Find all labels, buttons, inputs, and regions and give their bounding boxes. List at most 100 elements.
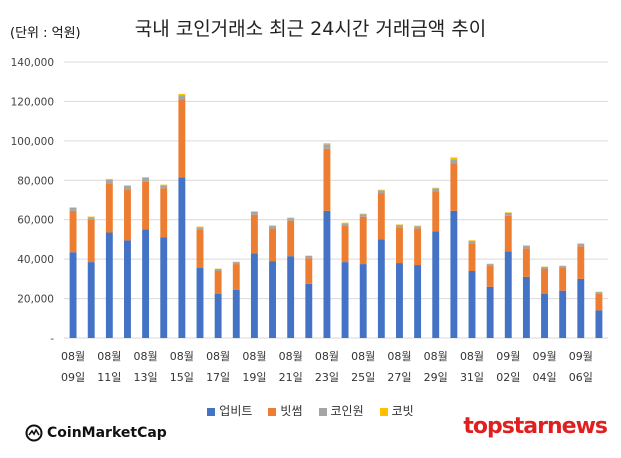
x-tick-month: 08월: [387, 350, 411, 363]
bar-segment: [486, 264, 494, 267]
y-tick-label: 120,000: [11, 96, 54, 108]
bar-segment: [377, 193, 385, 240]
bar-segment: [124, 240, 131, 338]
x-tick-month: 09월: [532, 350, 556, 363]
x-tick-day: 25일: [351, 370, 375, 384]
bar-segment: [323, 144, 331, 149]
y-tick-label: -: [50, 333, 54, 345]
bar-segment: [232, 264, 240, 290]
x-tick-month: 08월: [279, 350, 303, 363]
bar-segment: [287, 220, 295, 257]
bar-segment: [250, 214, 258, 254]
x-tick-day: 02일: [496, 370, 520, 384]
bar-segment: [341, 223, 349, 226]
bar-segment: [69, 207, 77, 208]
bar-segment: [142, 177, 150, 178]
bar-segment: [577, 243, 585, 247]
x-tick-day: 09일: [61, 370, 85, 384]
legend-label: 코인원: [330, 404, 364, 418]
bar-segment: [87, 262, 95, 338]
x-tick-month: 08월: [61, 350, 85, 363]
bar-segment: [87, 216, 95, 218]
x-axis-ticks: 08월 09일 08월 11일 08월 13일 08월 15일 08월 17일 08월 19일 08월 2…: [61, 350, 593, 384]
legend-item: 업비트: [207, 402, 252, 419]
unit-label: (단위 : 억원): [10, 26, 81, 41]
bar-segment: [269, 225, 276, 227]
bar-segment: [69, 252, 77, 338]
bar-segment: [522, 248, 530, 277]
bar-segment: [595, 293, 603, 311]
bar-segment: [377, 189, 385, 191]
x-tick-day: 19일: [242, 370, 266, 384]
x-tick-month: 08월: [460, 350, 484, 363]
bar-segment: [341, 222, 349, 224]
legend-item: 코빗: [379, 402, 414, 419]
bar-segment: [432, 191, 440, 232]
x-tick-month: 08월: [424, 350, 448, 363]
bar-segment: [287, 256, 295, 338]
bar-segment: [105, 232, 113, 338]
bar-segment: [178, 99, 186, 178]
bar-segment: [559, 290, 567, 338]
bar-segment: [323, 143, 331, 145]
bar-segment: [541, 267, 548, 269]
y-tick-label: 100,000: [11, 136, 54, 148]
legend-label: 코빗: [391, 404, 414, 418]
topstarnews-logo: topstarnews: [463, 414, 608, 439]
bar-segment: [124, 189, 131, 241]
bar-segment: [504, 212, 512, 216]
bar-segment: [178, 93, 186, 96]
bar-segment: [396, 225, 403, 228]
bar-segment: [232, 289, 240, 338]
gridlines: [64, 61, 608, 339]
x-tick-month: 08월: [134, 350, 158, 363]
legend-swatch: [379, 407, 388, 416]
bar-segment: [87, 219, 95, 263]
bar-segment: [250, 211, 258, 212]
bar-segment: [124, 185, 131, 187]
bar-segment: [377, 190, 385, 194]
bar-segment: [468, 270, 476, 338]
coinmarketcap-icon: [25, 424, 43, 442]
bar-segment: [577, 243, 585, 244]
bar-segment: [269, 261, 276, 338]
bar-segment: [414, 265, 422, 338]
bar-segment: [124, 186, 131, 190]
x-tick-day: 23일: [315, 370, 339, 384]
bar-segment: [522, 245, 530, 249]
bar-segment: [450, 210, 458, 338]
bar-segment: [196, 226, 204, 228]
x-tick-day: 29일: [424, 370, 448, 384]
bar-segment: [414, 226, 422, 229]
bar-segment: [69, 210, 77, 253]
coinmarketcap-logo: CoinMarketCap: [25, 424, 167, 442]
x-tick-day: 04일: [532, 370, 556, 384]
bar-segment: [142, 229, 150, 338]
bar-segment: [468, 243, 476, 271]
bar-segment: [504, 212, 512, 213]
bar-segment: [450, 157, 458, 160]
bar-segment: [468, 240, 476, 244]
bar-segment: [160, 184, 168, 186]
y-tick-label: 20,000: [17, 294, 54, 306]
bar-segment: [105, 178, 113, 180]
x-tick-day: 27일: [387, 370, 411, 384]
x-tick-month: 08월: [170, 350, 194, 363]
x-tick-month: 08월: [351, 350, 375, 363]
bar-segment: [232, 262, 240, 265]
bar-segment: [432, 187, 440, 189]
legend-swatch: [207, 407, 216, 416]
x-tick-day: 31일: [460, 370, 484, 384]
bar-segment: [105, 179, 113, 184]
bar-segment: [359, 216, 367, 265]
bar-segment: [178, 177, 186, 338]
bar-segment: [214, 270, 222, 294]
bar-segment: [359, 264, 367, 338]
bar-segment: [196, 268, 204, 338]
bar-segment: [522, 276, 530, 338]
bar-segment: [486, 266, 494, 287]
bar-segment: [595, 310, 603, 338]
bar-segment: [450, 159, 458, 164]
bar-segment: [269, 228, 276, 262]
x-tick-day: 06일: [569, 370, 593, 384]
